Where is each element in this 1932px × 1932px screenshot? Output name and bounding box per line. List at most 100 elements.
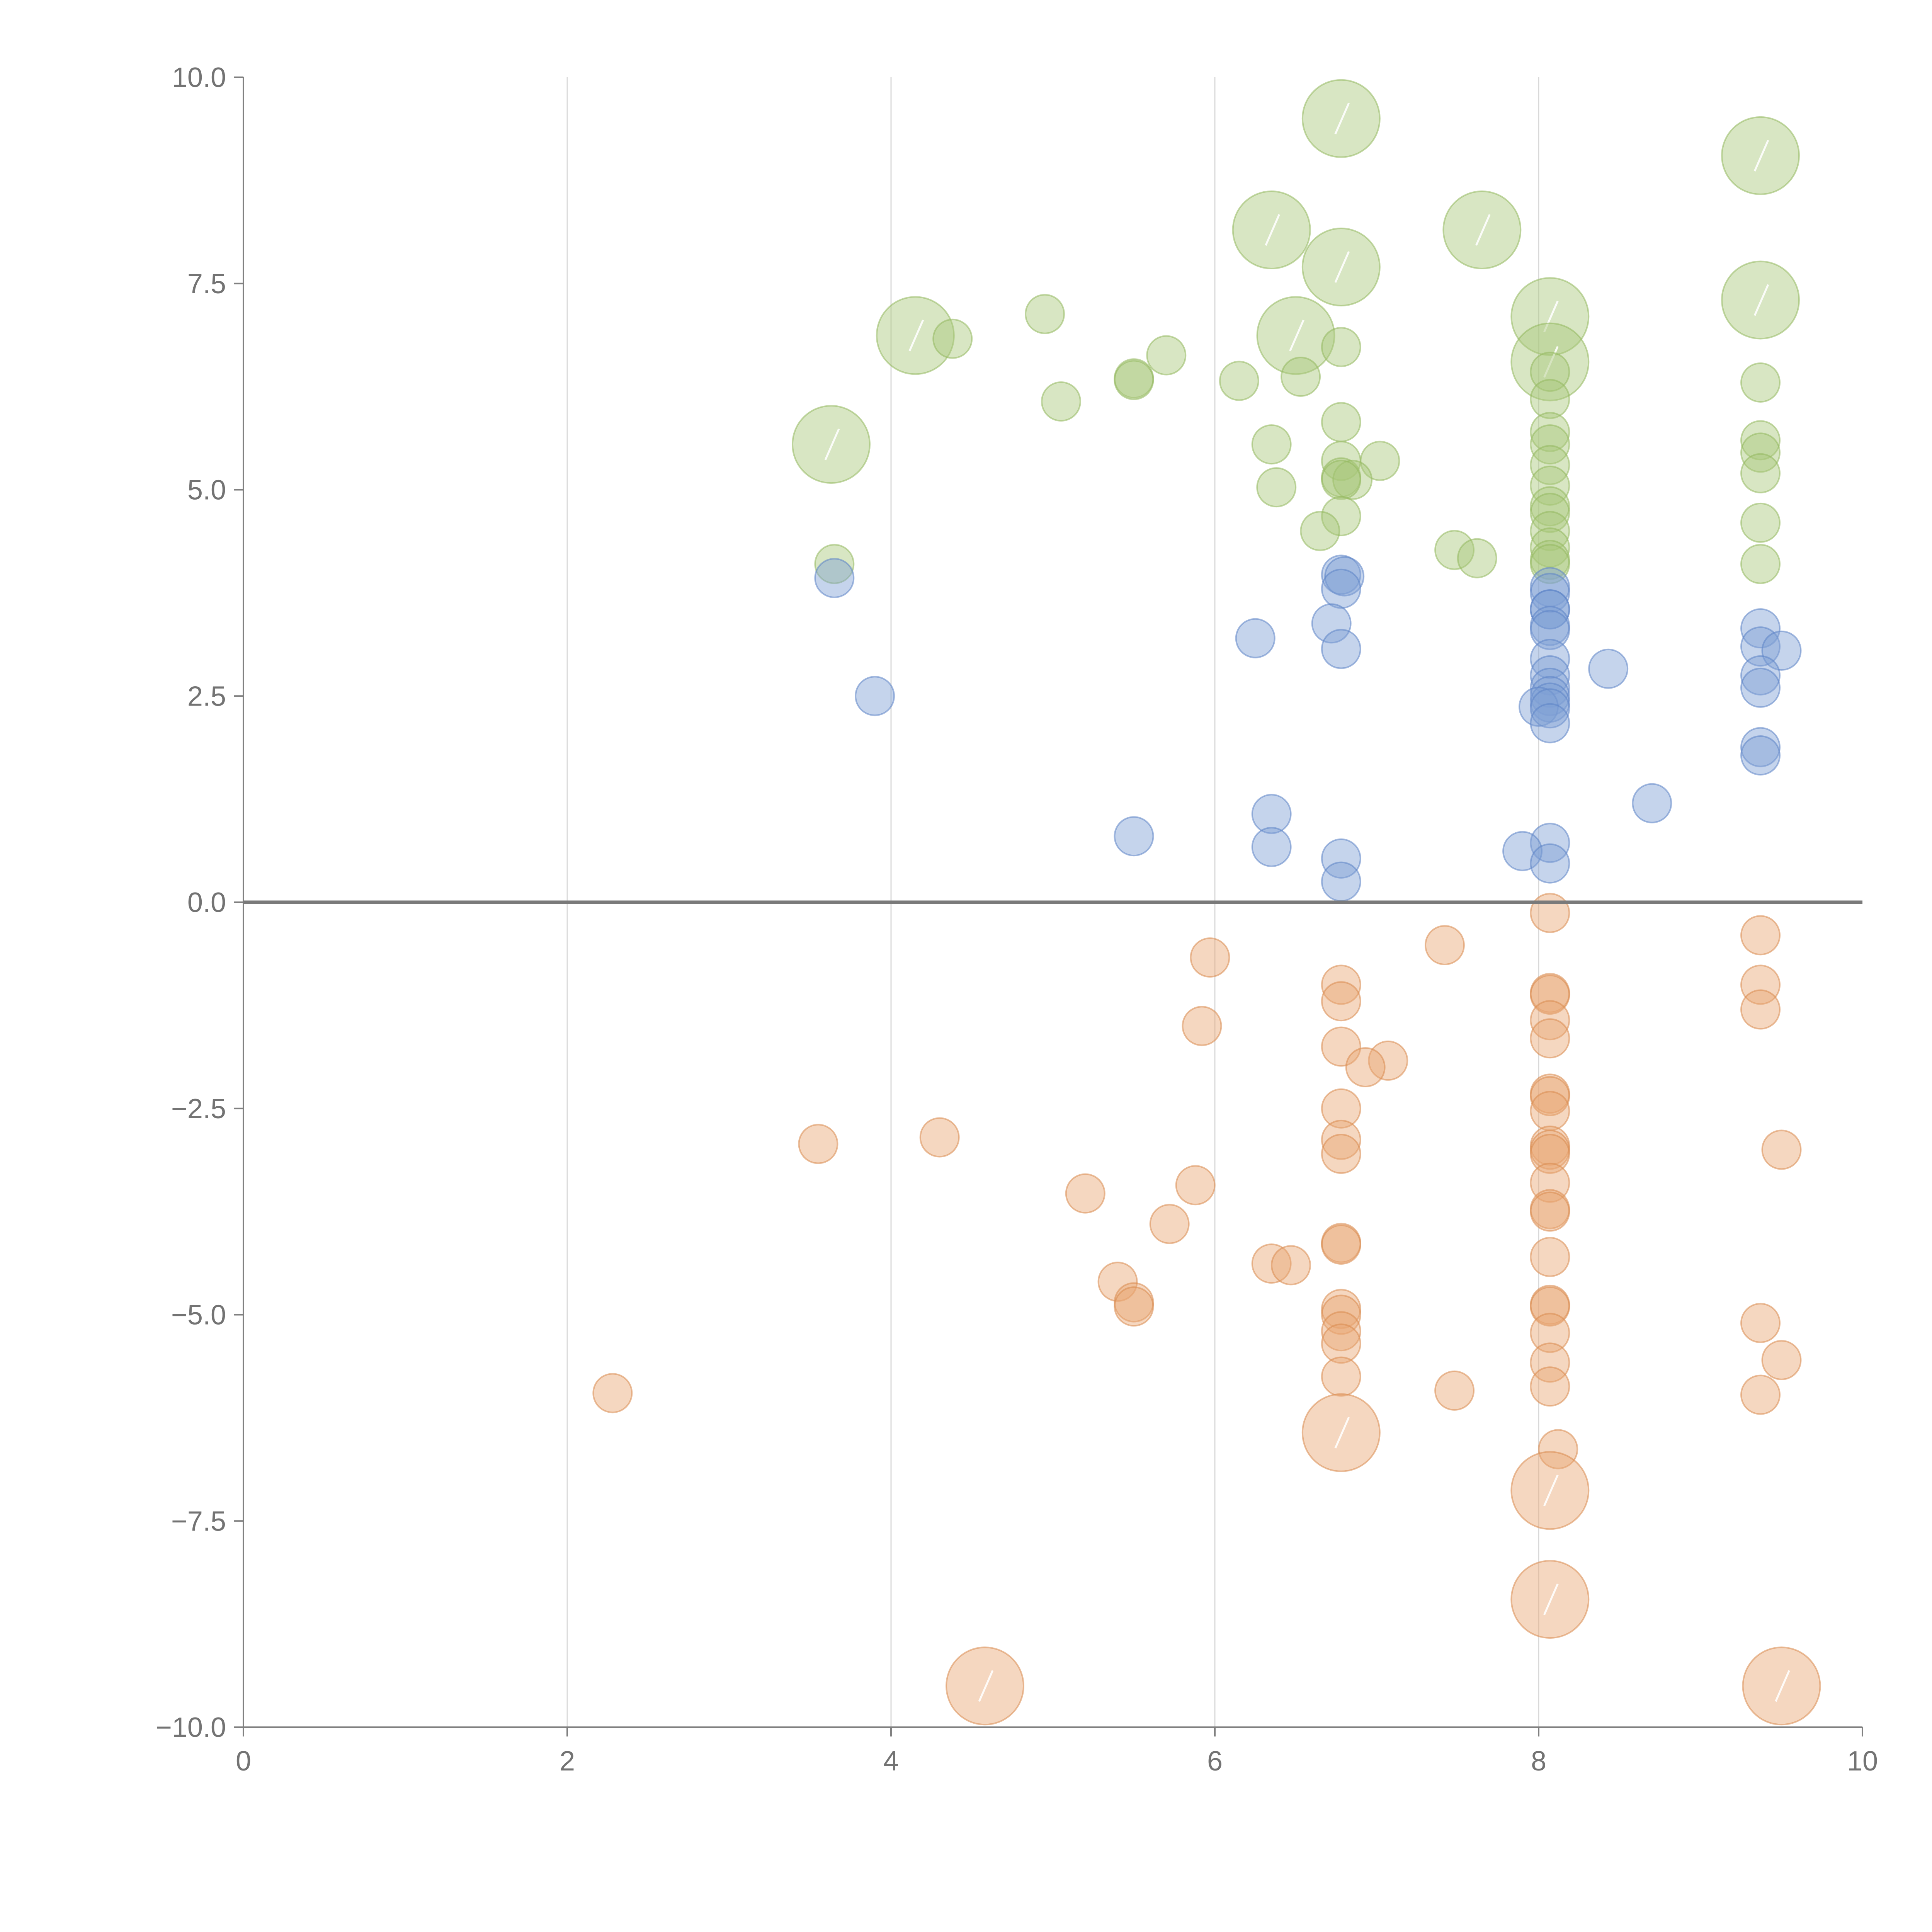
orange-point [1321, 1311, 1361, 1352]
points-layer [592, 79, 1821, 1726]
green-point [1530, 511, 1570, 551]
bubble-leader-line [908, 320, 924, 352]
orange-point [1761, 1129, 1802, 1170]
bubble-leader-line [1543, 301, 1559, 333]
blue-point [1321, 861, 1361, 902]
y-tick-label: 10.0 [172, 62, 226, 93]
blue-point [1530, 823, 1570, 863]
orange-point [1321, 1225, 1361, 1265]
orange-point [1530, 1018, 1570, 1059]
blue-point [1251, 794, 1292, 834]
orange-point [1065, 1173, 1105, 1214]
green-point [1321, 402, 1361, 442]
orange-point [1424, 925, 1465, 966]
green-point [1321, 459, 1361, 500]
blue-point [1324, 556, 1365, 597]
bubble-leader-line [1753, 284, 1769, 316]
orange-point [1530, 1091, 1570, 1131]
orange-point [1097, 1262, 1138, 1302]
bubble-leader-line [1334, 251, 1350, 283]
orange-point [1321, 1026, 1361, 1067]
blue-point [1740, 655, 1781, 696]
blue-point [1740, 735, 1781, 776]
orange-point [1761, 1340, 1802, 1380]
green-point [1530, 445, 1570, 485]
orange-point [1321, 1289, 1361, 1329]
green-point [1740, 362, 1781, 403]
green-point [1321, 327, 1361, 367]
orange-point [1538, 1429, 1578, 1469]
orange-point [1321, 1134, 1361, 1174]
green-point [1530, 493, 1570, 533]
blue-point [1321, 629, 1361, 669]
orange-point [1530, 1000, 1570, 1041]
blue-point [1530, 667, 1570, 708]
orange-point [1434, 1370, 1475, 1411]
x-tick-label: 8 [1531, 1746, 1546, 1777]
bubble-leader-line [1775, 1670, 1790, 1702]
orange-point [1114, 1286, 1154, 1327]
green-point [1530, 412, 1570, 452]
orange-point [1740, 989, 1781, 1030]
blue-point [1530, 610, 1570, 650]
orange-point [1740, 964, 1781, 1005]
y-tick-label: 5.0 [187, 475, 226, 506]
green-point [814, 544, 855, 584]
green-point [1740, 420, 1781, 461]
blue-point [1502, 831, 1543, 871]
x-tick-label: 10 [1847, 1746, 1878, 1777]
orange-point [1190, 937, 1230, 978]
orange-point [1321, 1119, 1361, 1160]
orange-point [1321, 981, 1361, 1022]
blue-point [1632, 783, 1672, 823]
y-tick-label: −10.0 [156, 1712, 226, 1743]
orange-point [1321, 964, 1361, 1005]
series-orange [592, 893, 1821, 1726]
green-point [1740, 453, 1781, 493]
blue-point [814, 558, 855, 598]
green-point [1740, 432, 1781, 473]
x-tick-label: 2 [560, 1746, 575, 1777]
orange-point [1270, 1245, 1311, 1286]
blue-point [1321, 568, 1361, 609]
x-tick-label: 4 [883, 1746, 899, 1777]
green-point [1321, 496, 1361, 536]
orange-point [1530, 1237, 1570, 1277]
bubble-leader-line [1334, 102, 1350, 134]
green-point [1256, 467, 1297, 508]
blue-point [1588, 648, 1629, 689]
blue-point [1530, 639, 1570, 679]
orange-point [1740, 915, 1781, 956]
bubble-leader-line [1334, 1417, 1350, 1449]
series-green [791, 79, 1800, 584]
green-point [1251, 424, 1292, 465]
orange-point [1530, 1342, 1570, 1383]
green-point [1530, 424, 1570, 465]
orange-point [1740, 1303, 1781, 1343]
orange-point [1530, 893, 1570, 933]
bubble-leader-line [1543, 1583, 1559, 1616]
bubble-leader-line [1543, 346, 1559, 378]
y-tick-label: −5.0 [171, 1300, 226, 1331]
blue-point [1530, 703, 1570, 743]
green-point [1332, 459, 1373, 500]
orange-point [1321, 1323, 1361, 1364]
orange-point [798, 1124, 838, 1164]
orange-point [1530, 1191, 1570, 1232]
green-point [1740, 502, 1781, 543]
green-point [1025, 294, 1065, 334]
green-point [1281, 357, 1321, 397]
blue-point [1530, 843, 1570, 884]
bubble-leader-line [1265, 214, 1280, 246]
x-tick-label: 6 [1207, 1746, 1223, 1777]
green-point [932, 318, 973, 359]
x-tick-label: 0 [236, 1746, 251, 1777]
blue-point [1740, 727, 1781, 767]
bubble-leader-line [1475, 214, 1491, 246]
y-tick-label: −2.5 [171, 1094, 226, 1124]
bubble-leader-line [978, 1670, 994, 1702]
blue-point [1311, 603, 1352, 644]
blue-point [1530, 589, 1570, 630]
green-point [1457, 538, 1497, 578]
bubble-leader-line [824, 429, 840, 461]
